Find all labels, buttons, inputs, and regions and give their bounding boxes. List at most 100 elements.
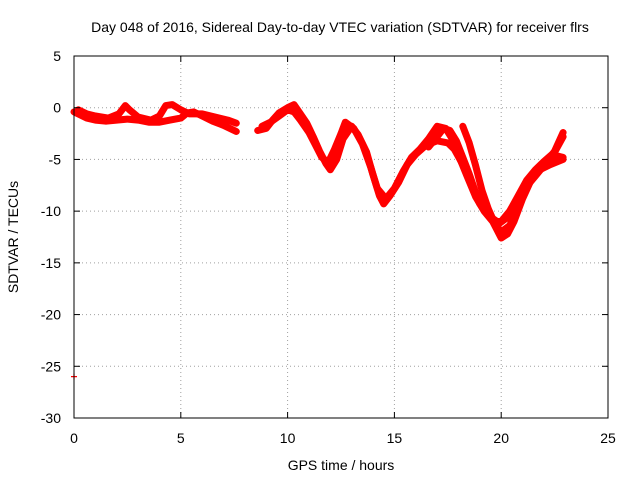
data-point: [333, 156, 340, 163]
x-axis-label: GPS time / hours: [288, 457, 395, 473]
x-tick-label: 20: [493, 430, 509, 446]
y-tick-label: -30: [41, 410, 61, 426]
data-point: [169, 101, 176, 108]
data-point: [167, 117, 174, 124]
data-point: [126, 106, 133, 113]
x-tick-label: 5: [177, 430, 185, 446]
data-point: [115, 110, 122, 117]
data-point: [551, 148, 558, 155]
data-point: [444, 139, 451, 146]
y-tick-label: 5: [53, 48, 61, 64]
series-arc-d: [258, 106, 567, 242]
data-point: [472, 189, 479, 196]
data-point: [523, 183, 530, 190]
data-point: [276, 112, 283, 119]
data-point: [504, 214, 511, 221]
data-point: [254, 127, 261, 134]
data-point: [504, 230, 511, 237]
data-point: [382, 195, 389, 202]
data-point: [466, 170, 473, 177]
data-point: [122, 102, 129, 109]
data-point: [560, 129, 567, 136]
data-point: [380, 200, 387, 207]
data-point: [425, 144, 432, 151]
series-group: [70, 101, 567, 380]
data-point: [440, 125, 447, 132]
data-point: [478, 187, 485, 194]
x-tick-label: 10: [280, 430, 296, 446]
data-point: [338, 130, 344, 137]
data-point: [374, 185, 381, 192]
data-point: [342, 119, 349, 126]
data-point: [434, 133, 441, 140]
data-point: [417, 146, 424, 153]
data-point: [478, 204, 485, 211]
x-tick-label: 15: [387, 430, 403, 446]
y-tick-label: -10: [41, 203, 61, 219]
x-tick-label: 25: [600, 430, 616, 446]
data-point: [233, 120, 240, 127]
data-point: [466, 139, 473, 146]
series-line: [258, 106, 567, 242]
x-tick-label: 0: [70, 430, 78, 446]
data-point: [297, 117, 304, 124]
data-point: [506, 222, 513, 229]
data-point: [267, 119, 274, 126]
data-point: [211, 114, 218, 121]
ticks-group: [73, 55, 609, 419]
chart-title: Day 048 of 2016, Sidereal Day-to-day VTE…: [91, 19, 589, 35]
data-point: [472, 162, 479, 169]
tick-labels-group: 0 5 10 15 20 25 5 0 -5 -10 -15 -20 -25 -30: [41, 48, 616, 446]
data-point: [459, 154, 466, 161]
grid: [74, 56, 608, 418]
series-line: [459, 122, 567, 236]
data-point: [515, 204, 522, 211]
data-point: [177, 106, 184, 113]
data-point: [532, 172, 539, 179]
data-point: [83, 110, 90, 117]
data-point: [92, 112, 99, 119]
data-point: [156, 112, 163, 119]
data-point: [105, 115, 112, 122]
data-point: [498, 228, 505, 235]
data-point: [425, 135, 432, 142]
series-arc-b: [74, 101, 240, 127]
data-point: [318, 154, 325, 161]
data-point: [199, 110, 206, 117]
data-point: [233, 128, 240, 135]
data-point: [162, 102, 169, 109]
data-point: [224, 117, 231, 124]
data-point: [186, 110, 193, 117]
data-point: [284, 106, 291, 113]
y-tick-label: -25: [41, 358, 61, 374]
y-axis-label: SDTVAR / TECUs: [5, 181, 21, 293]
data-point: [408, 154, 415, 161]
data-point: [560, 154, 567, 161]
data-point: [367, 164, 374, 171]
data-point: [350, 125, 357, 132]
data-point: [498, 235, 505, 242]
data-point: [540, 162, 547, 169]
data-point: [325, 159, 332, 166]
y-tick-label: 0: [53, 100, 61, 116]
data-point: [147, 117, 154, 124]
data-point: [258, 123, 265, 130]
data-point: [359, 140, 366, 147]
series-arc-f: [459, 122, 567, 236]
y-tick-label: -20: [41, 307, 61, 323]
y-tick-label: -15: [41, 255, 61, 271]
data-point: [434, 123, 441, 130]
data-point: [485, 206, 492, 213]
data-point: [446, 127, 453, 134]
data-point: [177, 115, 184, 122]
data-point: [312, 141, 319, 148]
data-point: [399, 168, 406, 175]
data-point: [391, 185, 398, 192]
data-point: [135, 114, 142, 121]
data-point: [124, 116, 131, 123]
data-point: [491, 220, 498, 227]
data-point: [305, 129, 312, 136]
data-point: [331, 146, 338, 153]
data-point: [327, 166, 334, 173]
